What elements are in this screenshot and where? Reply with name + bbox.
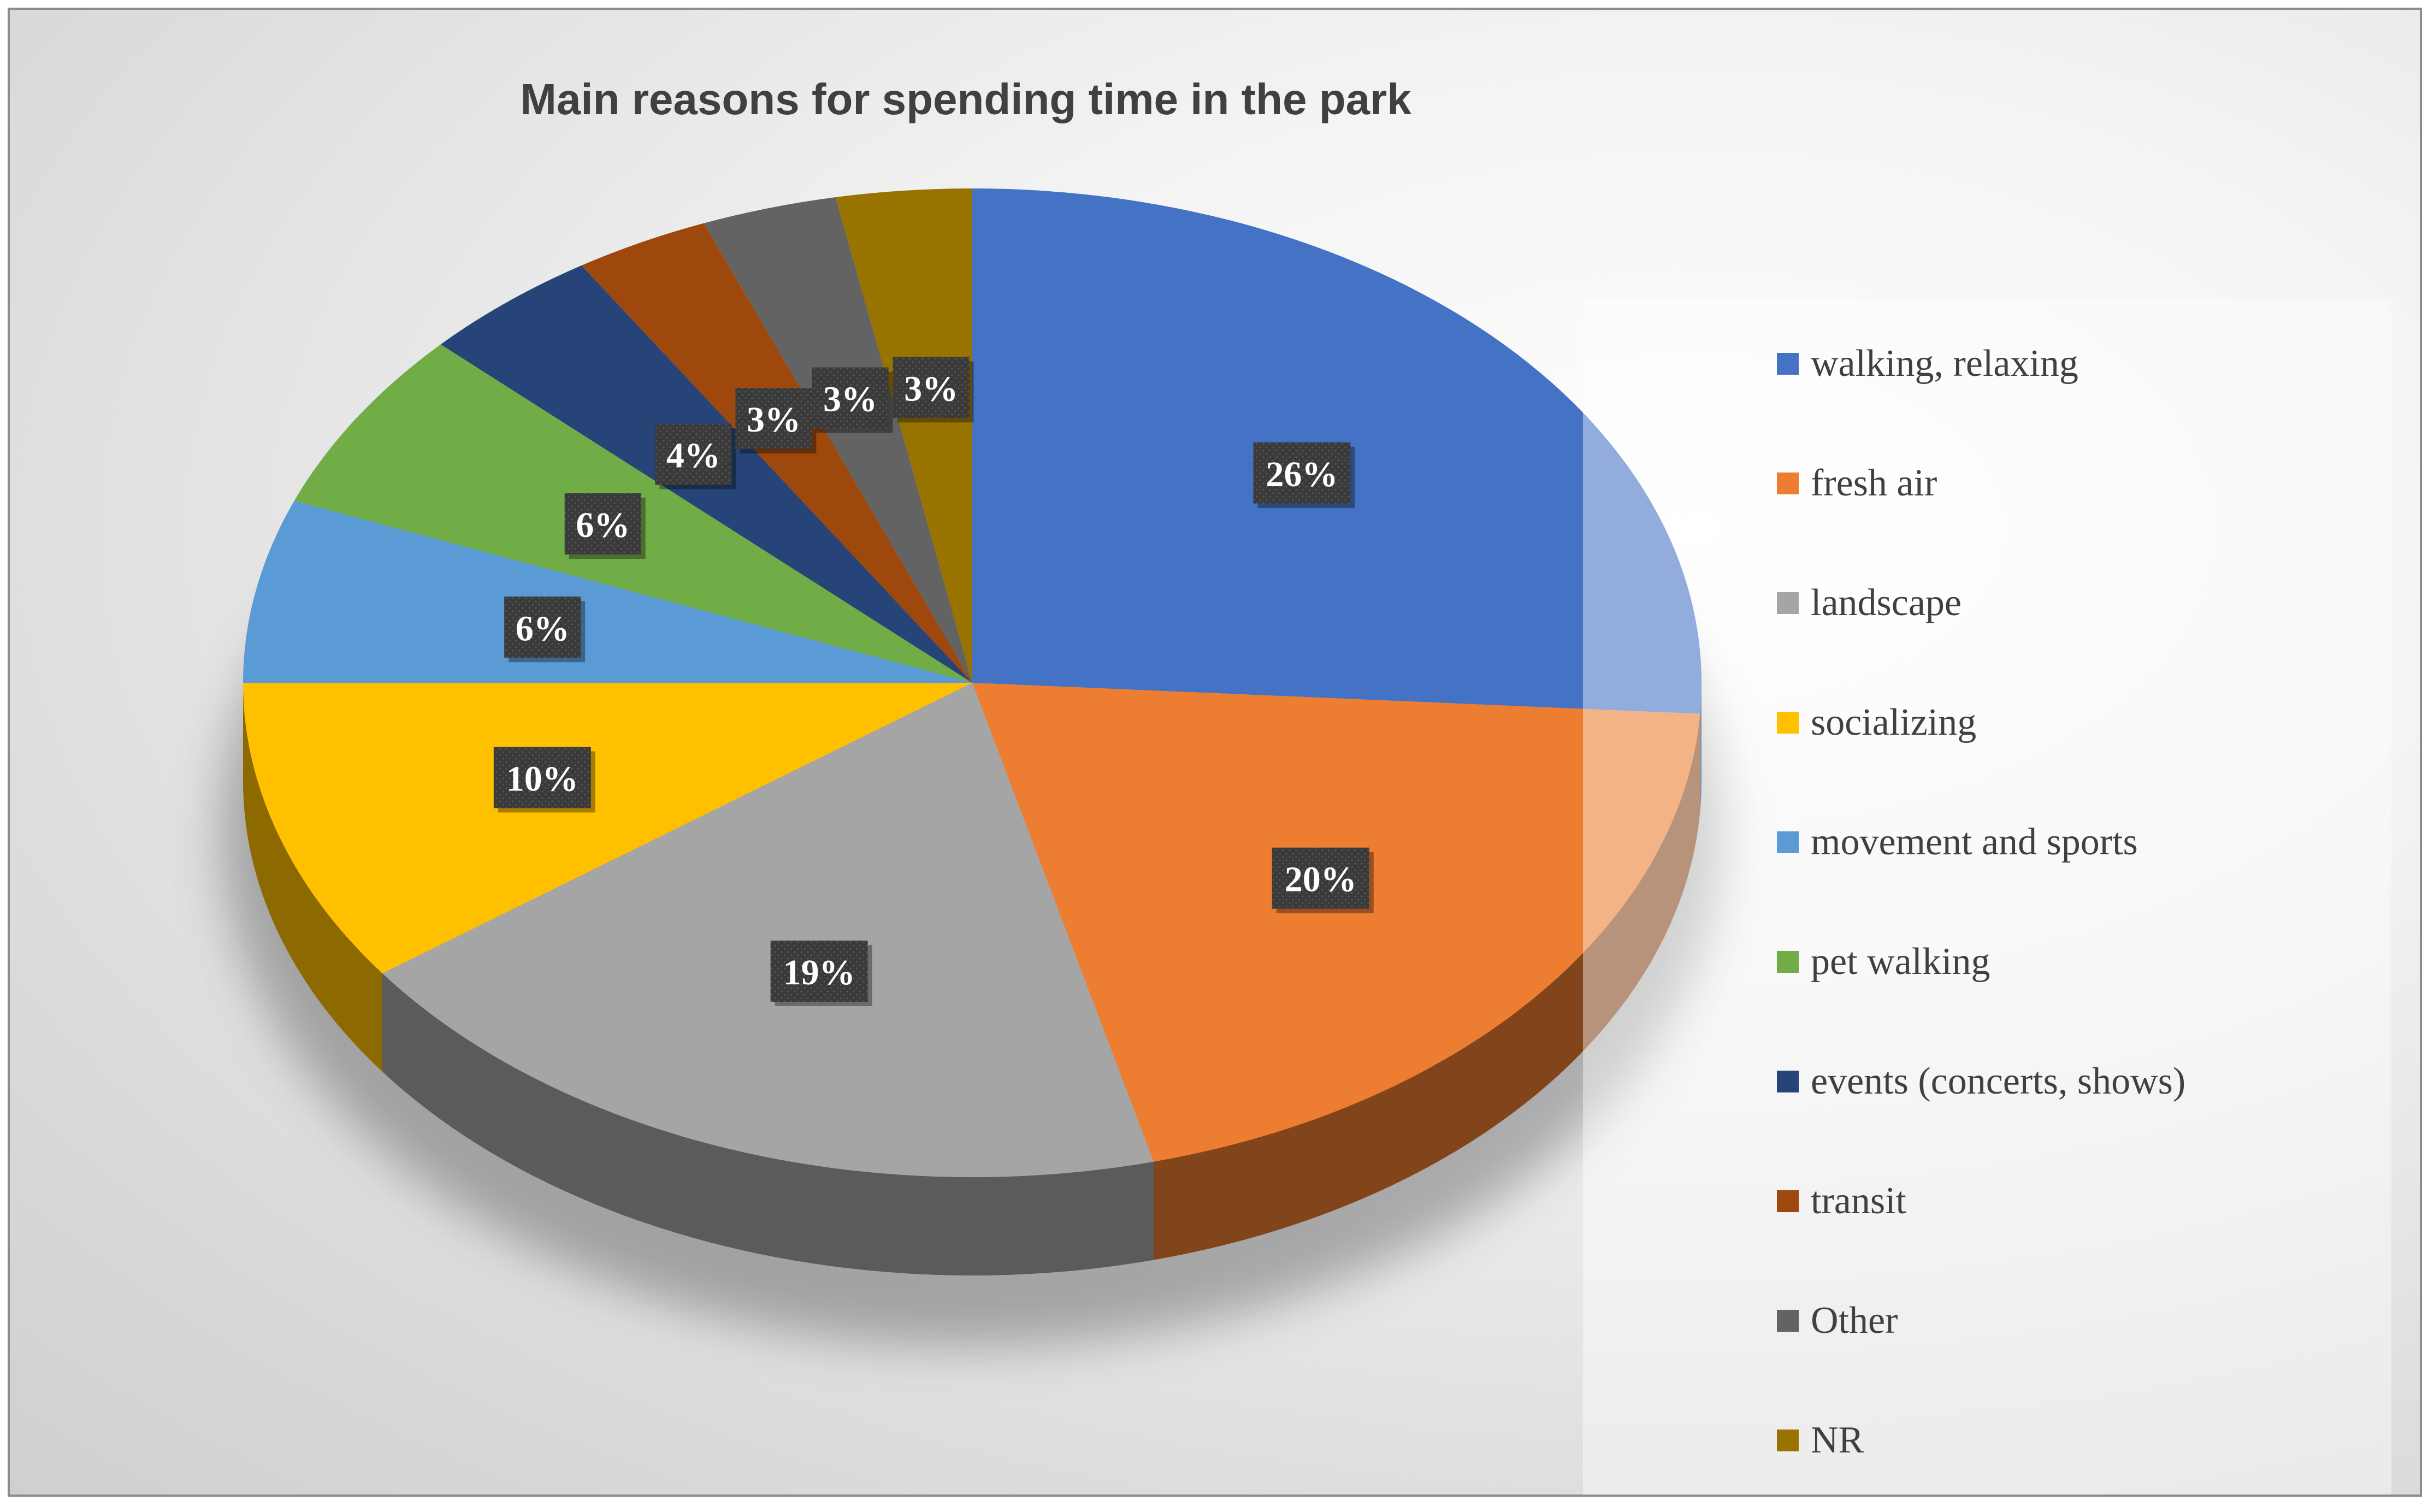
legend-item: Other bbox=[1777, 1299, 1898, 1343]
legend-label: transit bbox=[1811, 1180, 1906, 1222]
pie-chart: 26% 20% 19% 10% 6% 6% 4% 3% 3% 3% bbox=[221, 188, 1723, 1346]
legend-label: NR bbox=[1811, 1419, 1864, 1461]
legend-item: pet walking bbox=[1777, 940, 1990, 984]
data-label-9: 3% bbox=[812, 367, 893, 433]
pie-slice-5 bbox=[243, 500, 972, 683]
svg-text:19%: 19% bbox=[783, 953, 855, 993]
svg-text:3%: 3% bbox=[747, 400, 801, 440]
legend-label: walking, relaxing bbox=[1811, 342, 2078, 385]
legend-swatch bbox=[1777, 353, 1799, 375]
legend-swatch bbox=[1777, 831, 1799, 853]
legend-label: pet walking bbox=[1811, 941, 1990, 983]
pie-slice-8 bbox=[581, 223, 972, 683]
pie-slice-10 bbox=[835, 188, 972, 683]
legend-swatch bbox=[1777, 1071, 1799, 1092]
data-label-8: 3% bbox=[735, 388, 817, 454]
svg-text:3%: 3% bbox=[823, 380, 877, 420]
pie-slice-4 bbox=[243, 683, 972, 973]
legend-item: movement and sports bbox=[1777, 820, 2138, 864]
data-label-5: 6% bbox=[504, 596, 586, 663]
svg-text:10%: 10% bbox=[506, 759, 578, 799]
svg-text:20%: 20% bbox=[1285, 860, 1357, 900]
pie-side-2 bbox=[1154, 713, 1700, 1260]
data-label-1: 26% bbox=[1253, 442, 1355, 508]
legend-swatch bbox=[1777, 1430, 1799, 1451]
svg-text:6%: 6% bbox=[576, 505, 630, 545]
legend-item: transit bbox=[1777, 1179, 1906, 1223]
data-label-6: 6% bbox=[564, 493, 646, 559]
pie-side-4 bbox=[243, 683, 382, 1072]
legend-swatch bbox=[1777, 951, 1799, 973]
svg-text:26%: 26% bbox=[1266, 454, 1338, 494]
legend-label: Other bbox=[1811, 1300, 1898, 1342]
data-label-10: 3% bbox=[893, 357, 974, 423]
legend-item: fresh air bbox=[1777, 462, 1937, 505]
legend-label: events (concerts, shows) bbox=[1811, 1060, 2186, 1102]
legend-label: landscape bbox=[1811, 582, 1962, 624]
legend-label: fresh air bbox=[1811, 462, 1937, 504]
legend-swatch bbox=[1777, 712, 1799, 734]
chart-frame: Main reasons for spending time in the pa… bbox=[8, 8, 2422, 1497]
pie-side-3 bbox=[382, 973, 1154, 1275]
legend-label: movement and sports bbox=[1811, 821, 2138, 863]
legend-swatch bbox=[1777, 472, 1799, 494]
data-label-2: 20% bbox=[1272, 847, 1374, 913]
data-label-4: 10% bbox=[493, 747, 595, 813]
chart-title: Main reasons for spending time in the pa… bbox=[520, 75, 1411, 123]
legend-item: events (concerts, shows) bbox=[1777, 1060, 2185, 1103]
data-label-3: 19% bbox=[770, 940, 872, 1006]
svg-text:3%: 3% bbox=[904, 369, 958, 409]
legend-swatch bbox=[1777, 1190, 1799, 1212]
legend-item: NR bbox=[1777, 1419, 1864, 1462]
data-label-7: 4% bbox=[655, 423, 736, 489]
legend-item: socializing bbox=[1777, 701, 1976, 745]
legend-item: walking, relaxing bbox=[1777, 342, 2078, 386]
svg-text:4%: 4% bbox=[666, 436, 720, 476]
pie-side-1 bbox=[1700, 683, 1702, 812]
pie-slice-2 bbox=[972, 683, 1700, 1162]
pie-slice-3 bbox=[382, 683, 1154, 1178]
legend-label: socializing bbox=[1811, 701, 1977, 743]
legend-swatch bbox=[1777, 1310, 1799, 1332]
chart-legend: walking, relaxing fresh air landscape socia… bbox=[1583, 299, 2391, 1495]
legend-swatch bbox=[1777, 592, 1799, 614]
pie-slice-9 bbox=[704, 197, 972, 683]
legend-item: landscape bbox=[1777, 581, 1962, 625]
svg-text:6%: 6% bbox=[516, 609, 570, 648]
